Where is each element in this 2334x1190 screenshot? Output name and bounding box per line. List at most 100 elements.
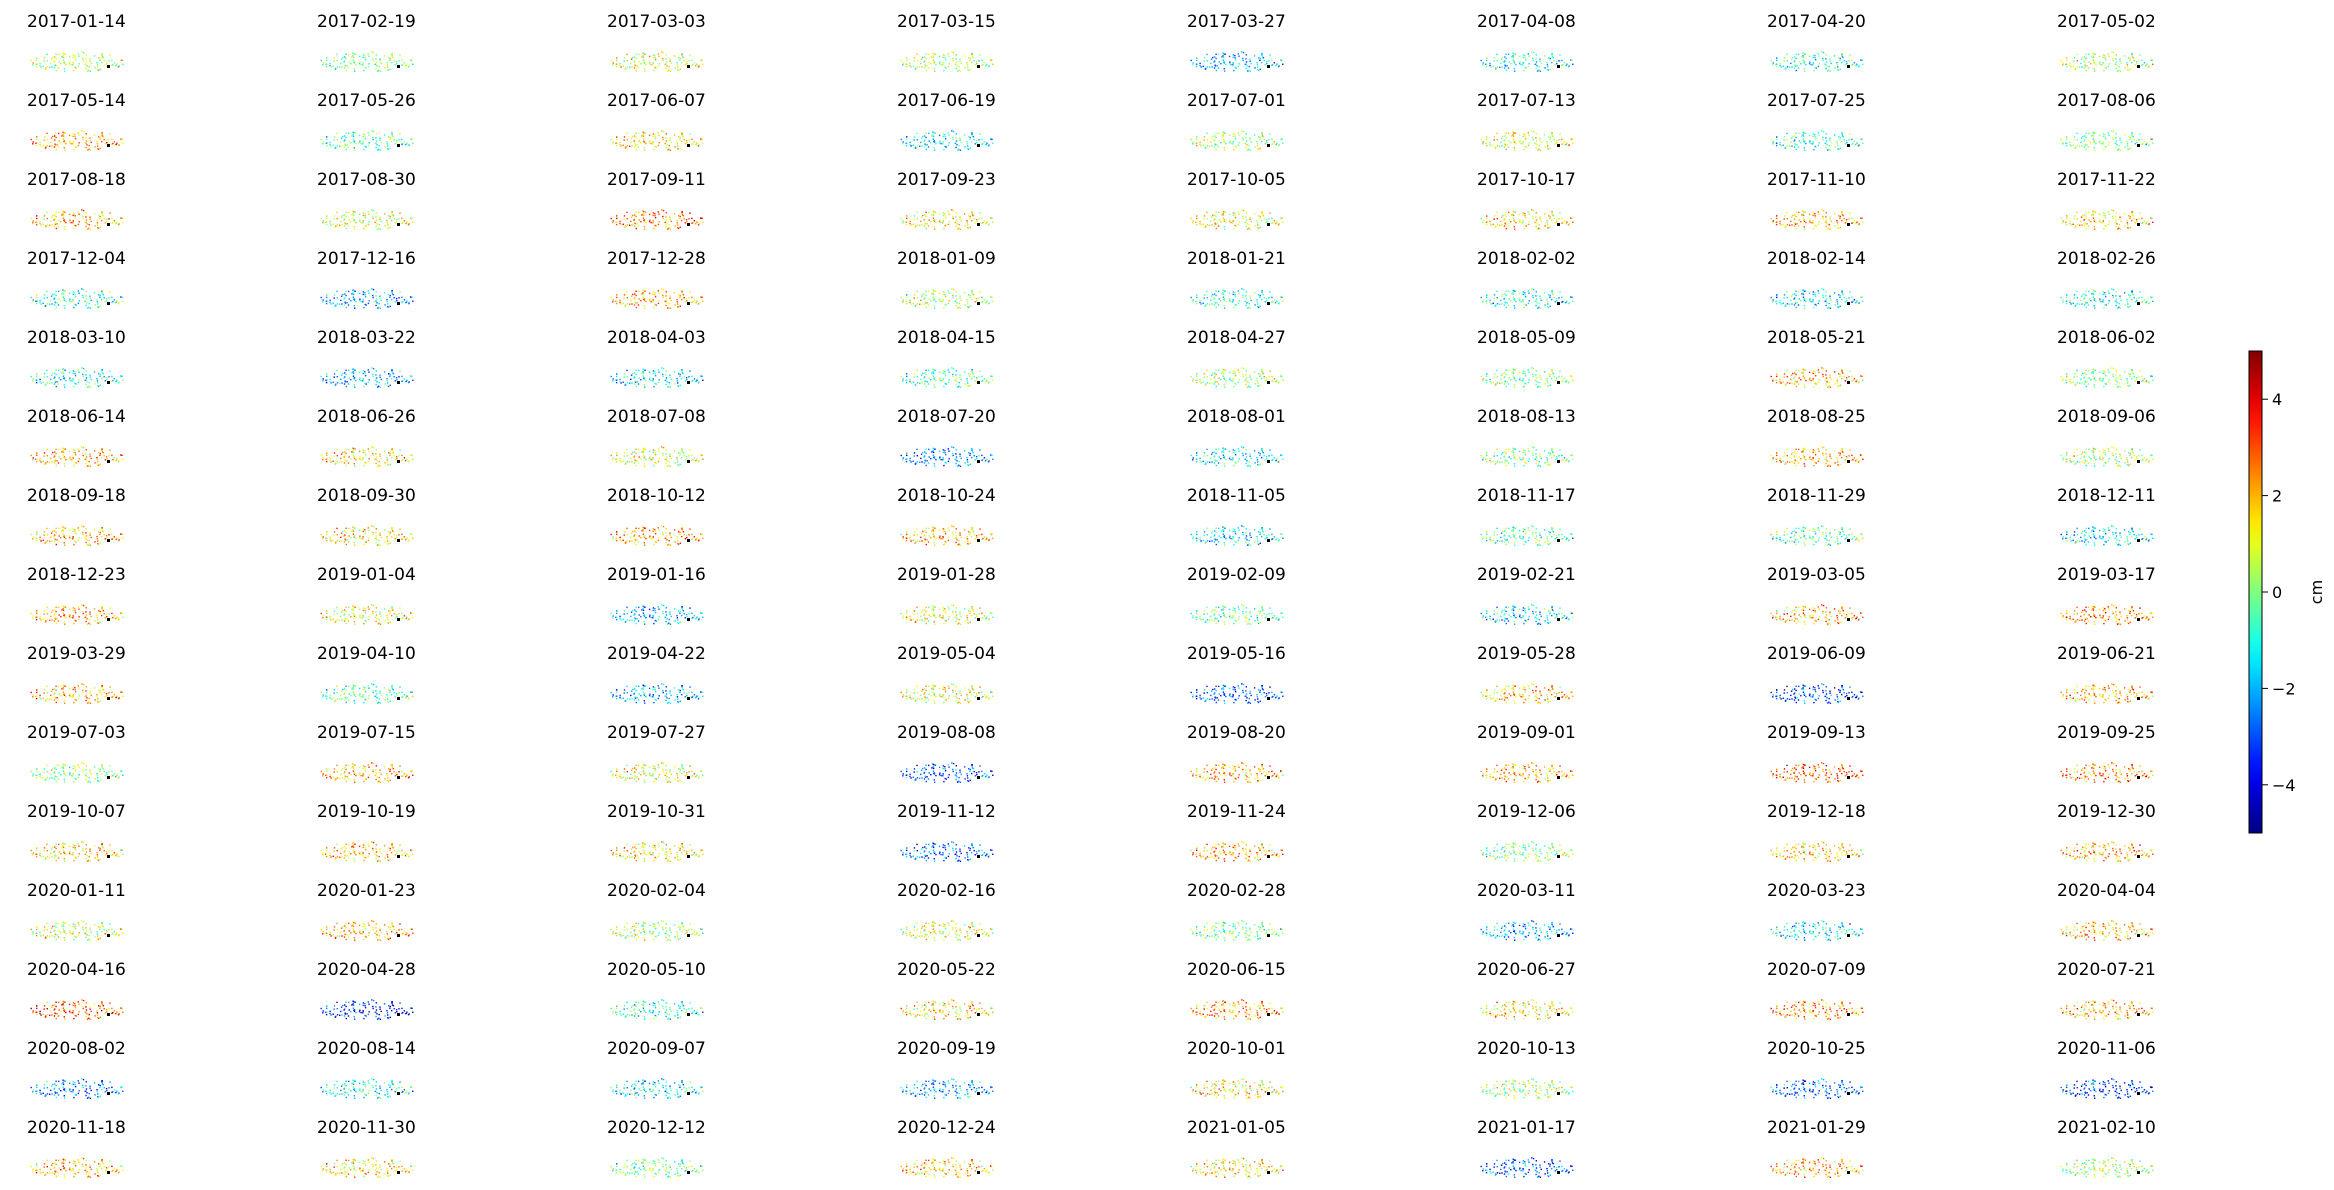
scatter-point (689, 291, 691, 293)
scatter-point (665, 377, 668, 379)
scatter-point (72, 212, 75, 214)
scatter-point (643, 61, 645, 64)
scatter-point (1812, 291, 1815, 293)
scatter-point (644, 149, 646, 151)
reference-point-marker (1557, 144, 1560, 147)
scatter-point (1200, 66, 1202, 68)
scatter-point (942, 141, 944, 143)
scatter-point (1503, 383, 1506, 385)
scatter-point (326, 296, 328, 299)
scatter-point (35, 223, 38, 226)
scatter-point (932, 210, 934, 212)
scatter-point (2066, 215, 2068, 217)
scatter-point (1510, 379, 1512, 381)
scatter-point (2107, 290, 2109, 292)
scatter-point (954, 63, 956, 66)
scatter-point (935, 300, 937, 303)
scatter-point (623, 136, 626, 138)
scatter-point (1203, 136, 1206, 138)
scatter-point (57, 225, 60, 227)
panel-scatter-map (30, 367, 124, 388)
scatter-point (1519, 298, 1521, 300)
scatter-point (1242, 51, 1245, 54)
scatter-point (982, 142, 984, 145)
scatter-point (2134, 301, 2136, 303)
scatter-point (1275, 301, 1278, 304)
scatter-point (1489, 299, 1491, 302)
scatter-point (58, 290, 60, 293)
scatter-point (1826, 70, 1829, 72)
panel-2017-03-03: 2017-03-03 (580, 12, 820, 84)
scatter-point (1536, 144, 1538, 146)
scatter-point (2094, 70, 2096, 72)
scatter-point (68, 378, 71, 381)
scatter-point (326, 138, 328, 141)
scatter-point (670, 378, 672, 381)
scatter-point (355, 142, 357, 145)
scatter-point (971, 369, 973, 371)
scatter-point (94, 225, 96, 227)
scatter-point (1254, 304, 1256, 306)
scatter-point (43, 139, 45, 141)
scatter-point (676, 301, 679, 303)
scatter-point (120, 296, 122, 298)
scatter-point (681, 132, 683, 134)
scatter-point (109, 54, 111, 56)
scatter-point (2116, 228, 2119, 230)
scatter-point (958, 148, 960, 150)
scatter-point (670, 220, 672, 223)
scatter-point (1844, 301, 1846, 303)
scatter-point (1772, 64, 1774, 66)
scatter-point (1770, 138, 1772, 141)
scatter-point (363, 227, 365, 230)
scatter-point (1203, 376, 1205, 378)
scatter-point (1786, 145, 1789, 147)
scatter-point (105, 377, 108, 379)
scatter-point (1502, 214, 1504, 217)
scatter-point (1851, 217, 1853, 220)
scatter-point (643, 132, 645, 134)
scatter-point (1263, 297, 1265, 299)
scatter-point (1532, 51, 1535, 54)
scatter-point (49, 66, 51, 68)
scatter-point (906, 221, 908, 223)
scatter-point (1514, 132, 1516, 134)
scatter-point (115, 380, 118, 383)
scatter-point (928, 61, 930, 63)
scatter-point (1539, 70, 1542, 72)
scatter-point (1797, 146, 1800, 148)
scatter-point (2083, 140, 2085, 142)
scatter-point (648, 134, 651, 137)
scatter-point (1275, 64, 1278, 67)
scatter-point (1513, 219, 1515, 222)
scatter-point (101, 377, 103, 380)
scatter-point (1220, 221, 1222, 223)
scatter-point (2081, 303, 2083, 305)
scatter-point (1826, 144, 1828, 146)
scatter-point (916, 382, 919, 384)
scatter-point (1812, 54, 1815, 56)
scatter-point (1839, 305, 1841, 307)
scatter-point (1837, 148, 1840, 151)
scatter-point (1846, 221, 1848, 223)
reference-point-marker (687, 223, 690, 226)
scatter-point (85, 370, 87, 372)
scatter-point (653, 148, 655, 151)
scatter-point (1527, 302, 1530, 305)
scatter-point (679, 384, 681, 386)
scatter-point (1783, 215, 1786, 217)
scatter-point (53, 225, 56, 227)
panel-date-label: 2018-01-09 (897, 249, 996, 269)
scatter-point (65, 63, 67, 66)
scatter-point (341, 145, 343, 147)
scatter-point (1216, 223, 1218, 225)
scatter-point (96, 380, 99, 382)
scatter-point (1854, 143, 1857, 146)
scatter-point (1246, 65, 1248, 67)
scatter-point (1224, 132, 1226, 134)
scatter-point (2092, 59, 2095, 61)
scatter-point (2143, 62, 2146, 64)
scatter-point (64, 70, 66, 72)
scatter-point (674, 383, 676, 385)
scatter-point (643, 220, 646, 222)
